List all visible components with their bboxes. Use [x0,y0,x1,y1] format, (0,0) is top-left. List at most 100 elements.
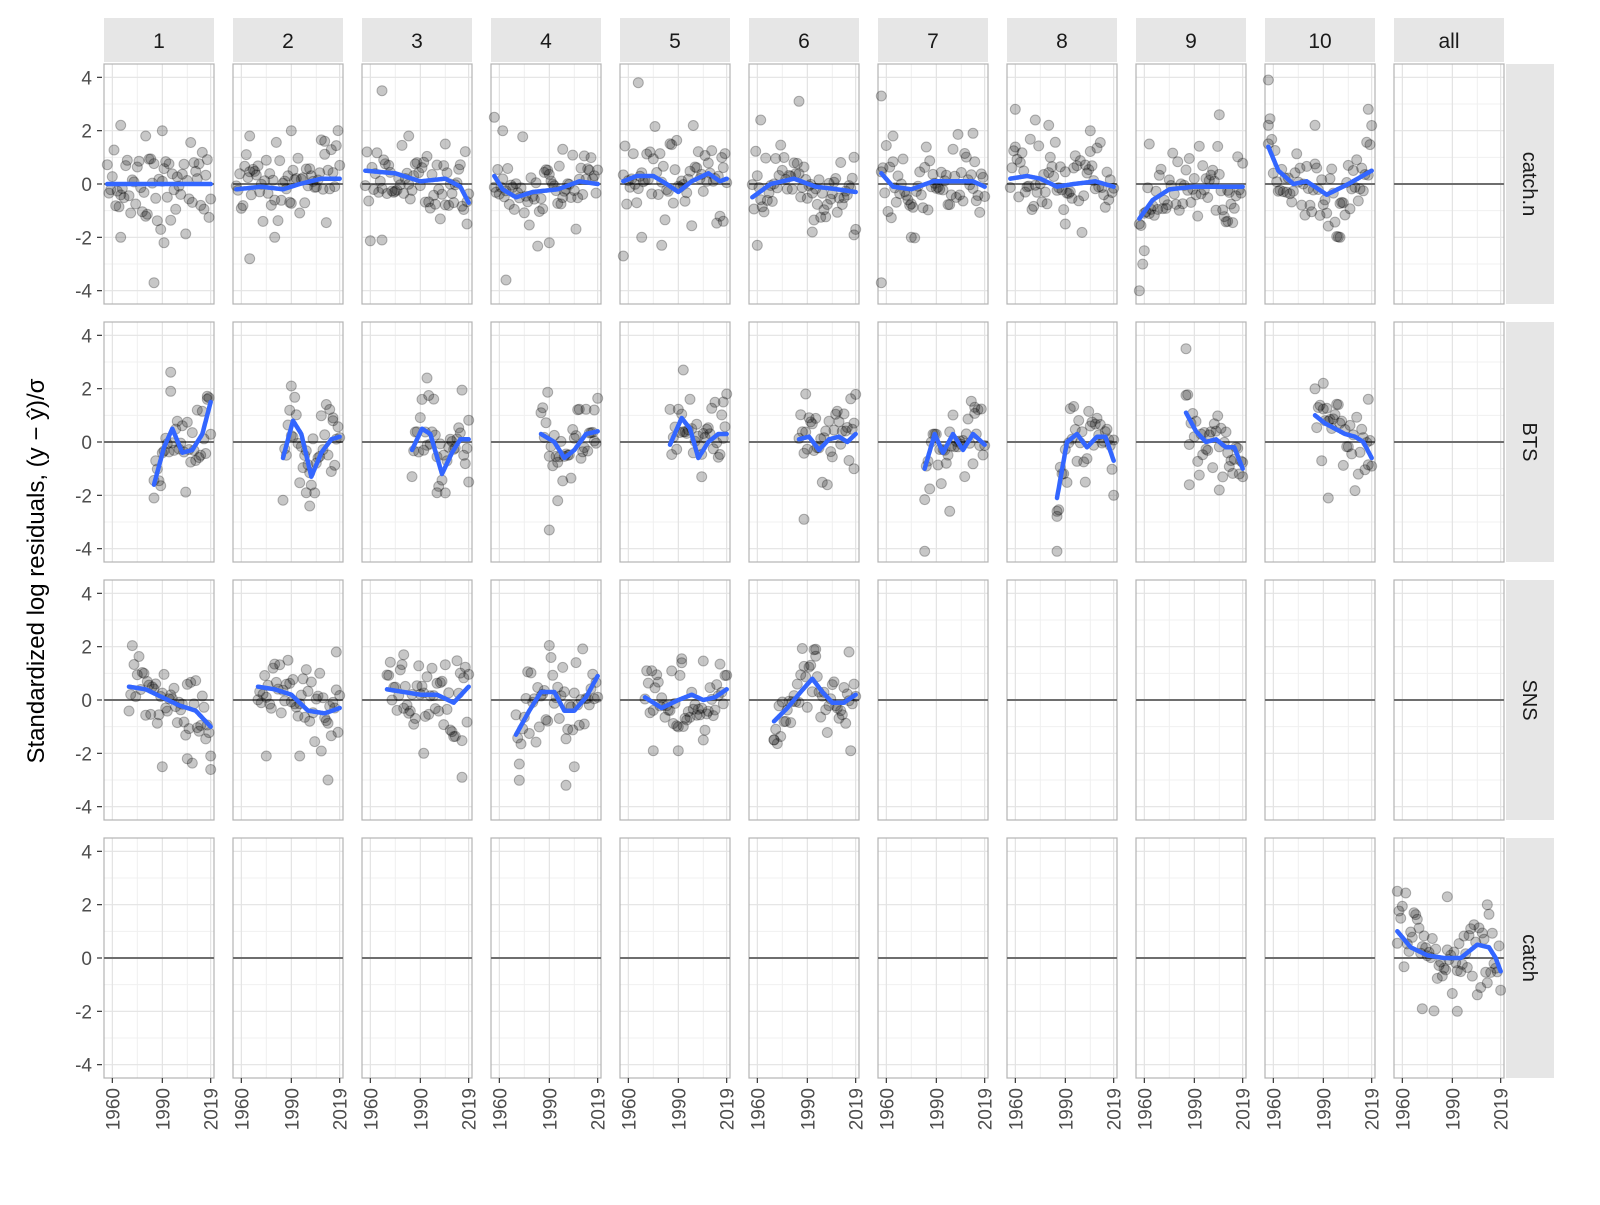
residual-point [917,202,929,214]
residual-point [421,150,433,162]
residual-point [178,158,190,170]
residual-point [1218,211,1230,223]
x-tick-label: 1960 [232,1088,253,1130]
residual-point [292,710,304,722]
residual-point [304,715,316,727]
smooth-trend-line [1395,929,1503,974]
residual-point [624,181,636,193]
residual-point [716,152,728,163]
residual-point [1053,504,1065,516]
residual-point [1043,119,1055,131]
residual-point [136,667,148,678]
residual-point [103,187,115,199]
residual-point [543,237,555,249]
residual-point [285,125,297,137]
residual-point [1428,1005,1440,1017]
residual-point [1207,164,1219,176]
residual-point [702,422,714,434]
residual-point [818,204,830,216]
residual-point [418,156,430,168]
residual-point [101,159,113,171]
residual-point [666,449,678,460]
residual-point [320,399,332,410]
residual-point [451,655,463,667]
residual-point [1220,216,1232,228]
residual-point [1277,186,1289,198]
row-strip-label: catch [1518,934,1540,982]
grid-layer [103,63,1505,1079]
column-strip [749,18,859,62]
residual-point [914,166,926,178]
smooth-trend-line [621,171,729,195]
residual-point [196,146,208,158]
residual-point [503,198,515,210]
residual-point [689,699,701,710]
residual-point [831,206,843,218]
residual-point [721,669,733,681]
residual-point [761,194,773,206]
residual-point [418,444,430,456]
residual-point [203,727,215,739]
residual-point [806,187,818,199]
residual-point [1418,930,1430,942]
residual-point [828,676,840,688]
residual-point [701,423,713,435]
residual-point [434,677,446,689]
residual-point [269,231,281,243]
residual-point [1205,426,1217,438]
residual-point [654,148,666,160]
residual-point [416,393,428,405]
residual-point [439,199,451,211]
residual-point [156,125,168,137]
residual-point [1208,418,1220,430]
residual-point [969,156,981,168]
residual-point [249,165,261,177]
residual-point [282,654,294,666]
residual-point [1006,162,1018,174]
residual-point [905,198,917,210]
residual-point [838,408,850,420]
residual-point [1334,198,1346,209]
residual-point [573,403,585,415]
residual-point [459,661,471,673]
residual-point [707,443,719,455]
residual-point [537,203,549,215]
residual-point [791,157,803,169]
residual-point [361,146,373,158]
residual-point [413,660,425,672]
residual-point [924,155,936,167]
residual-point [543,640,555,651]
residual-point [919,161,931,173]
residual-point [384,656,396,668]
residual-point [492,164,504,175]
residual-point [1225,198,1237,210]
residual-point [1160,202,1172,214]
residual-point [1332,399,1344,411]
residual-point [798,447,810,459]
residual-point [1213,484,1225,496]
residual-point [518,207,530,219]
residual-point [1183,479,1195,491]
residual-point [649,121,661,132]
residual-point [314,667,326,679]
residual-point [666,139,678,151]
residual-point [433,705,445,717]
residual-point [406,184,418,196]
residual-point [1213,109,1225,121]
residual-point [155,223,167,235]
residual-point [1272,185,1284,197]
residual-point [325,144,337,156]
column-strip-label: 7 [927,30,939,53]
residual-point [404,193,416,205]
residual-point [257,215,269,227]
x-tick-label: 1990 [1056,1088,1077,1130]
residual-point [1331,398,1343,410]
residual-point [1028,200,1040,212]
residual-point [327,415,339,427]
residual-point [572,404,584,416]
residual-point [434,213,446,225]
residual-point [778,152,790,163]
residual-point [1217,204,1229,216]
residual-point [428,189,440,201]
residual-point [267,174,279,186]
